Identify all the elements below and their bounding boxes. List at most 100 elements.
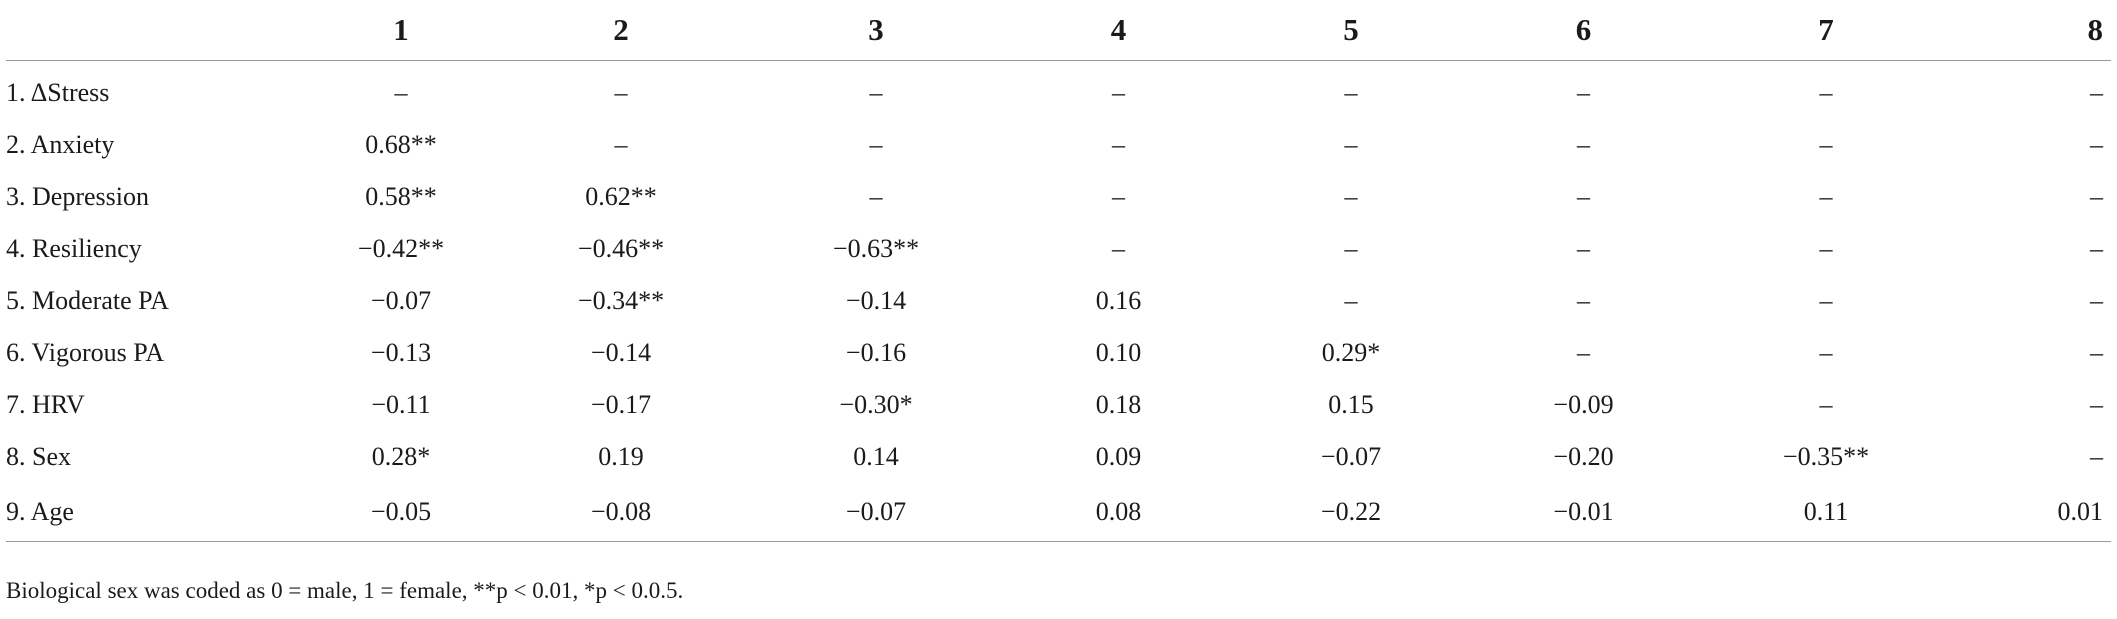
correlation-cell: – (1577, 286, 1590, 315)
correlation-cell: – (1112, 182, 1125, 211)
correlation-cell: – (2090, 338, 2103, 367)
row-label: 9. Age (6, 483, 311, 542)
table-row: 1. ΔStress – – – – – – – – (6, 61, 2111, 120)
table-row: 2. Anxiety 0.68** – – – – – – – (6, 119, 2111, 171)
correlation-cell: −0.11 (371, 390, 431, 419)
correlation-cell: – (1819, 182, 1833, 211)
correlation-cell: – (1344, 286, 1358, 315)
column-header: 3 (751, 0, 1001, 61)
row-label: 6. Vigorous PA (6, 338, 165, 367)
correlation-cell: – (2090, 78, 2103, 107)
column-header: 1 (311, 0, 491, 61)
correlation-cell: – (1112, 78, 1125, 107)
correlation-cell: – (2090, 390, 2103, 419)
correlation-cell: −0.08 (491, 483, 751, 542)
row-label: 5. Moderate PA (6, 286, 169, 315)
correlation-cell: – (1577, 338, 1590, 367)
correlation-cell: 0.08 (1001, 483, 1236, 542)
correlation-cell: – (2090, 286, 2103, 315)
table-row: 4. Resiliency −0.42** −0.46** −0.63** – – – – – (6, 223, 2111, 275)
correlation-cell: 0.28* (371, 442, 431, 471)
correlation-cell: – (1577, 234, 1590, 263)
correlation-cell: 0.58** (365, 182, 437, 211)
correlation-cell: 0.62** (585, 182, 657, 211)
corner-header (6, 0, 311, 61)
correlation-cell: – (1112, 130, 1125, 159)
table-row: 9. Age −0.05 −0.08 −0.07 0.08 −0.22 −0.01 0.11 0… (6, 483, 2111, 542)
correlation-cell: −0.05 (311, 483, 491, 542)
correlation-cell: – (614, 78, 628, 107)
correlation-cell: – (2090, 130, 2103, 159)
correlation-cell: – (394, 78, 408, 107)
correlation-cell: – (1577, 130, 1590, 159)
table-row: 3. Depression 0.58** 0.62** – – – – – – (6, 171, 2111, 223)
correlation-cell: −0.13 (370, 338, 432, 367)
table-row: 8. Sex 0.28* 0.19 0.14 0.09 −0.07 −0.20 −0.35**… (6, 431, 2111, 483)
column-header: 7 (1701, 0, 1951, 61)
correlation-cell: – (869, 130, 883, 159)
row-label: 1. ΔStress (6, 78, 110, 107)
column-header: 5 (1236, 0, 1466, 61)
correlation-cell: – (1344, 78, 1358, 107)
correlation-cell: −0.46** (577, 234, 665, 263)
header-row: 1 2 3 4 5 6 7 8 (6, 0, 2111, 61)
row-label: 7. HRV (6, 390, 85, 419)
correlation-cell: – (2090, 182, 2103, 211)
correlation-cell: 0.16 (1095, 286, 1142, 315)
correlation-cell: −0.01 (1466, 483, 1701, 542)
correlation-cell: −0.14 (590, 338, 652, 367)
row-label: 3. Depression (6, 182, 149, 211)
correlation-cell: – (1344, 182, 1358, 211)
correlation-cell: – (1819, 390, 1833, 419)
correlation-cell: – (1819, 338, 1833, 367)
table-body: 1. ΔStress – – – – – – – – 2. Anxiety 0.68** – – – – – –… (6, 61, 2111, 542)
column-header: 6 (1466, 0, 1701, 61)
correlation-cell: −0.35** (1782, 442, 1870, 471)
correlation-cell: – (1819, 286, 1833, 315)
correlation-cell: −0.30* (839, 390, 913, 419)
correlation-cell: −0.34** (577, 286, 665, 315)
correlation-cell: 0.14 (853, 442, 899, 471)
correlation-cell: – (869, 182, 883, 211)
correlation-cell: 0.01 (1951, 483, 2111, 542)
correlation-cell: – (2090, 442, 2103, 471)
table-row: 6. Vigorous PA −0.13 −0.14 −0.16 0.10 0.29* – –… (6, 327, 2111, 379)
correlation-cell: 0.19 (598, 442, 644, 471)
correlation-cell: – (1577, 78, 1590, 107)
column-header: 2 (491, 0, 751, 61)
row-label: 2. Anxiety (6, 130, 115, 159)
correlation-cell: – (1112, 234, 1125, 263)
correlation-cell: 0.68** (365, 130, 437, 159)
correlation-cell: – (2090, 234, 2103, 263)
correlation-cell: – (1577, 182, 1590, 211)
row-label: 8. Sex (6, 442, 71, 471)
correlation-cell: −0.07 (1320, 442, 1382, 471)
correlation-cell: 0.09 (1095, 442, 1142, 471)
table-row: 7. HRV −0.11 −0.17 −0.30* 0.18 0.15 −0.09 – – (6, 379, 2111, 431)
correlation-cell: 0.18 (1095, 390, 1142, 419)
correlation-cell: 0.10 (1095, 338, 1142, 367)
correlation-cell: −0.20 (1553, 442, 1614, 471)
correlation-cell: −0.42** (357, 234, 445, 263)
column-header: 8 (1951, 0, 2111, 61)
correlation-cell: −0.63** (832, 234, 920, 263)
correlation-cell: – (614, 130, 628, 159)
correlation-cell: – (869, 78, 883, 107)
correlation-cell: – (1344, 234, 1358, 263)
correlation-cell: −0.09 (1553, 390, 1614, 419)
row-label: 4. Resiliency (6, 234, 142, 263)
correlation-cell: 0.11 (1701, 483, 1951, 542)
table-footnote: Biological sex was coded as 0 = male, 1 … (6, 578, 684, 603)
correlation-cell: – (1819, 130, 1833, 159)
correlation-cell: −0.07 (751, 483, 1001, 542)
correlation-cell: 0.15 (1328, 390, 1374, 419)
correlation-cell: −0.16 (845, 338, 907, 367)
correlation-cell: −0.14 (845, 286, 907, 315)
correlation-cell: – (1344, 130, 1358, 159)
correlation-cell: −0.22 (1236, 483, 1466, 542)
correlation-table: 1 2 3 4 5 6 7 8 1. ΔStress – – – – – – – –2. Anx… (6, 0, 2111, 542)
correlation-cell: – (1819, 78, 1833, 107)
correlation-cell: −0.17 (590, 390, 652, 419)
column-header: 4 (1001, 0, 1236, 61)
correlation-cell: −0.07 (370, 286, 432, 315)
